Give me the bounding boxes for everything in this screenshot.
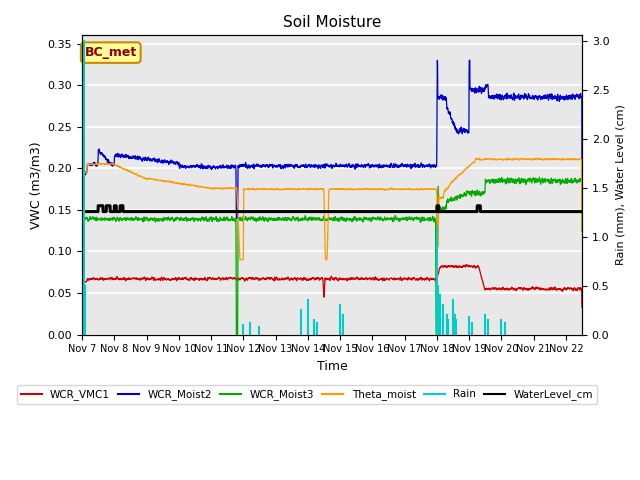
X-axis label: Time: Time (317, 360, 348, 373)
Y-axis label: Rain (mm), Water Level (cm): Rain (mm), Water Level (cm) (615, 105, 625, 265)
Text: BC_met: BC_met (84, 46, 137, 59)
Y-axis label: VWC (m3/m3): VWC (m3/m3) (29, 141, 42, 229)
Title: Soil Moisture: Soil Moisture (283, 15, 381, 30)
Legend: WCR_VMC1, WCR_Moist2, WCR_Moist3, Theta_moist, Rain, WaterLevel_cm: WCR_VMC1, WCR_Moist2, WCR_Moist3, Theta_… (17, 385, 597, 404)
